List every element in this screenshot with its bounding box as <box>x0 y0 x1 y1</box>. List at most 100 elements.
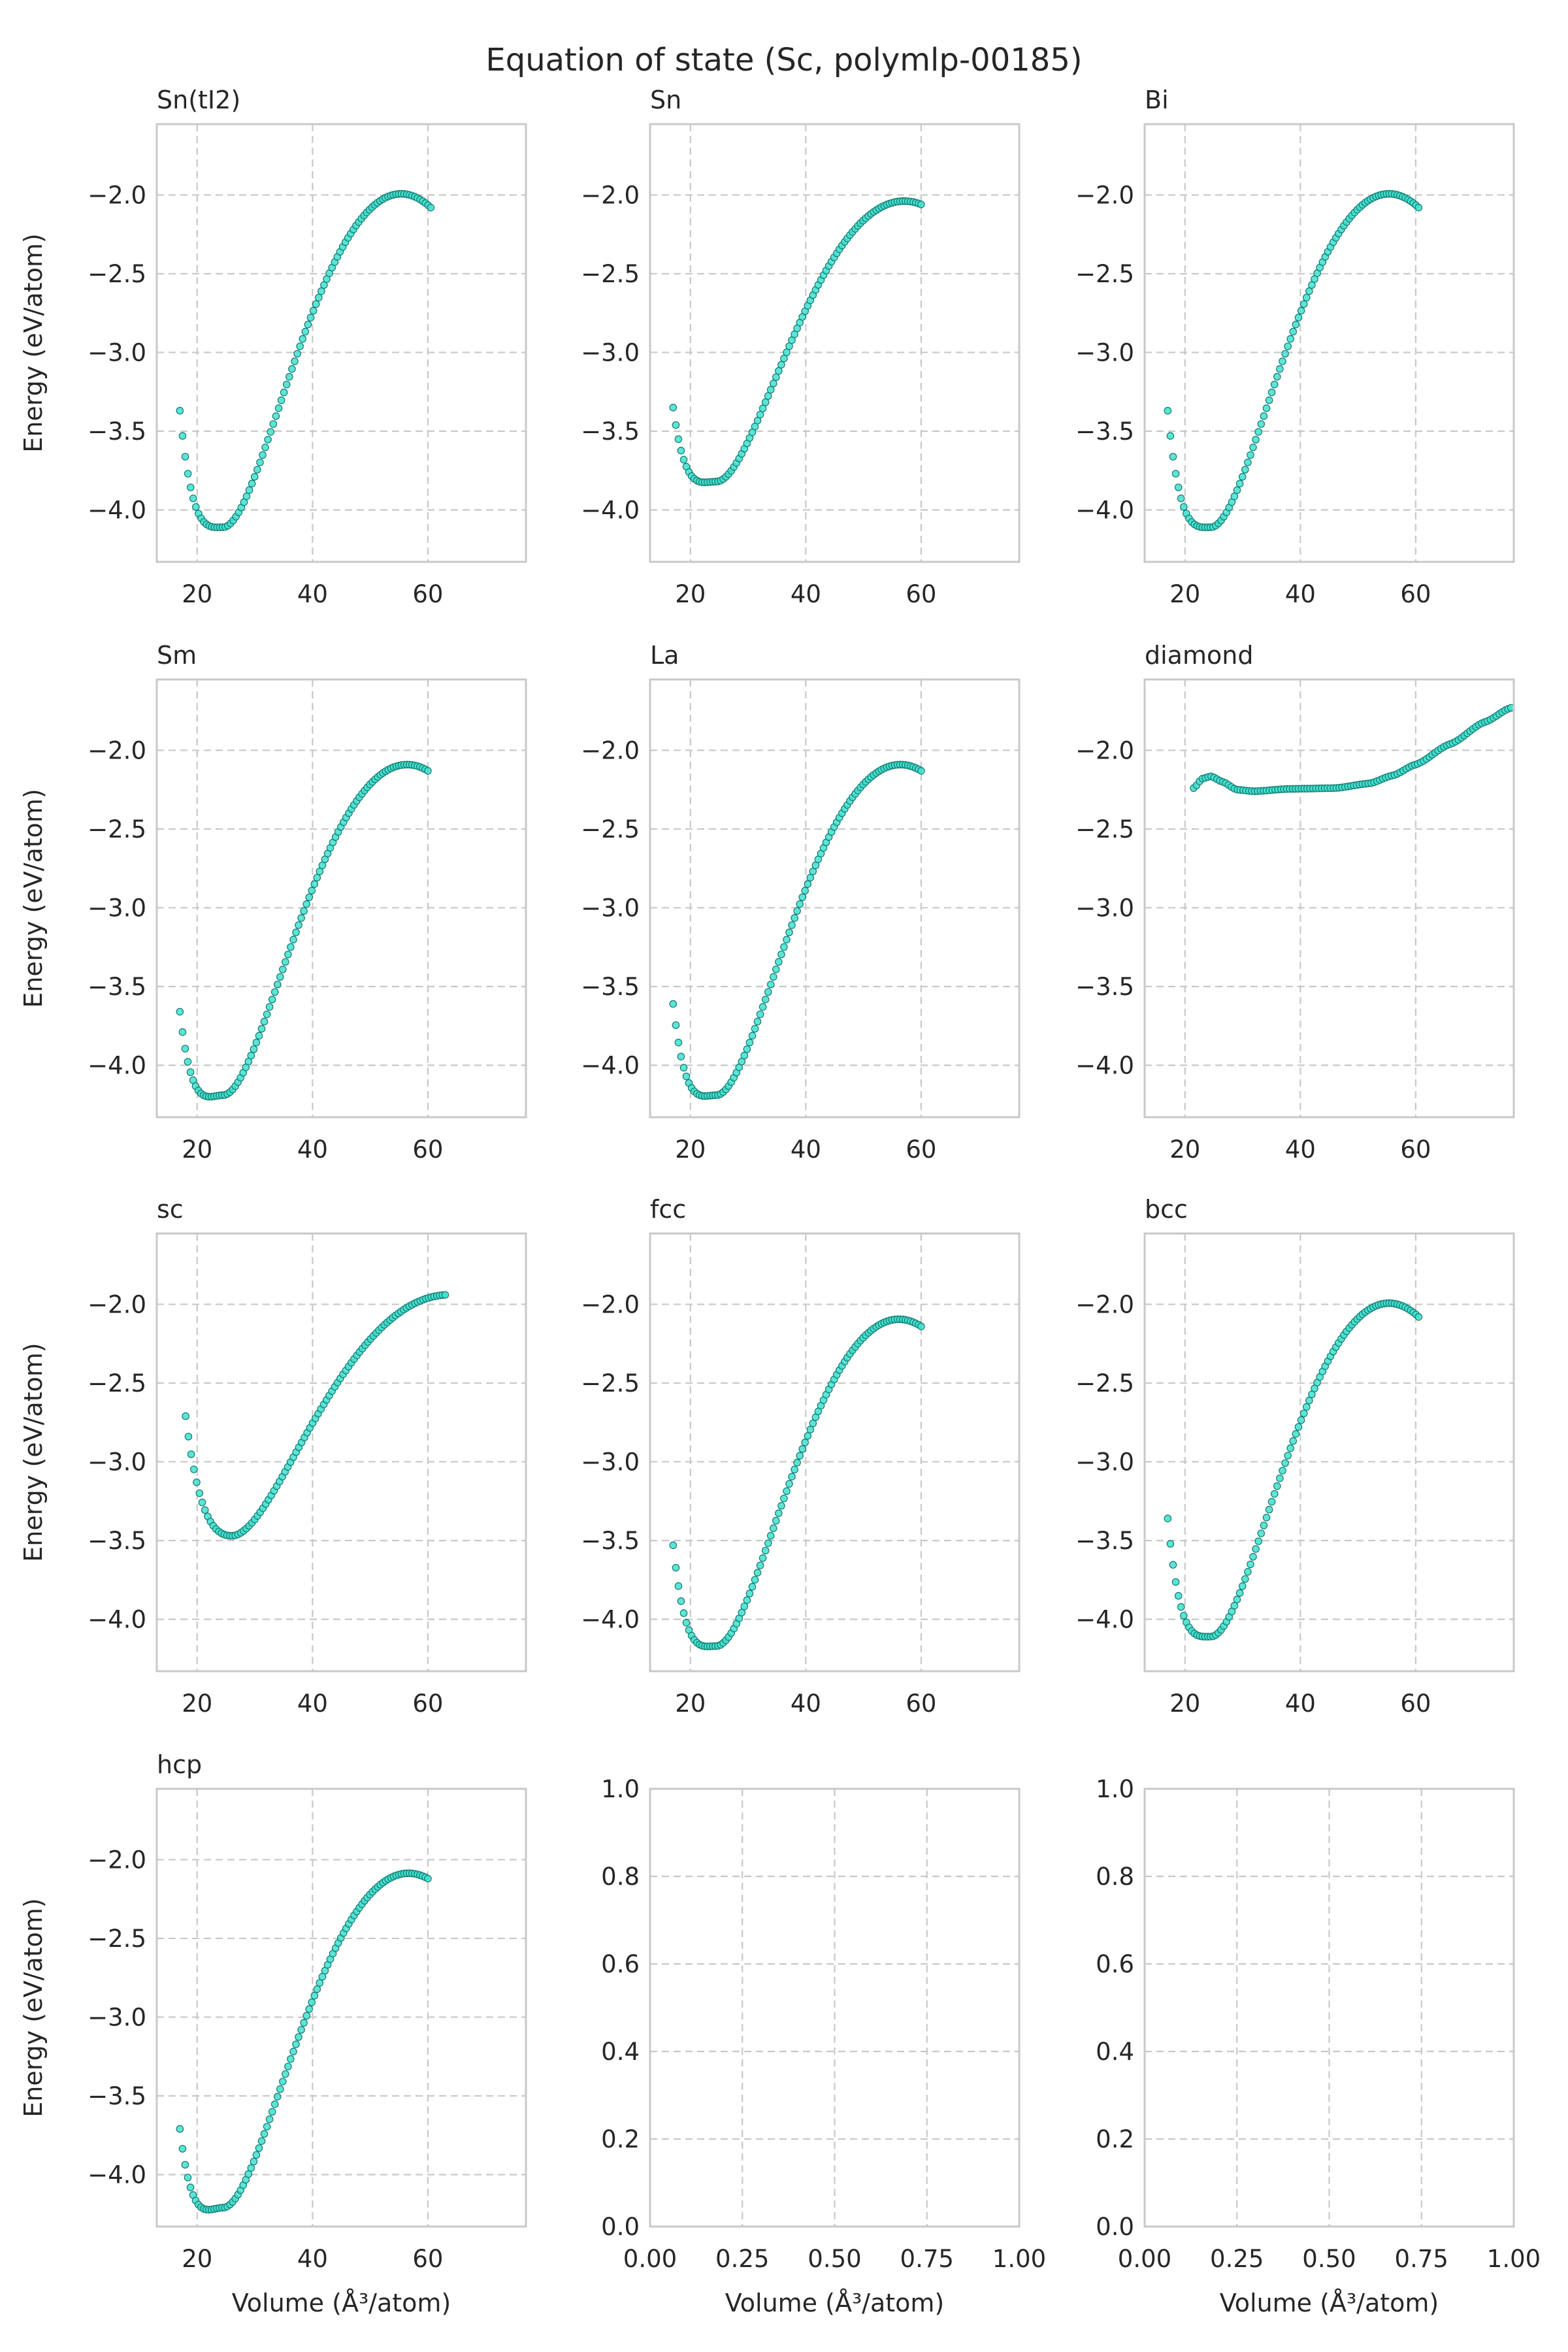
y-tick-label: −2.5 <box>581 1369 640 1397</box>
y-tick-label: −3.5 <box>88 1527 146 1555</box>
x-tick-label: 1.00 <box>992 2245 1046 2273</box>
data-point-la-46 <box>791 914 798 922</box>
data-point-bcc-43 <box>1279 1467 1286 1475</box>
data-point-hcp-38 <box>276 2085 284 2093</box>
data-point-sn-ti2-36 <box>272 412 280 420</box>
x-tick-label: 60 <box>412 2245 443 2273</box>
y-tick-label: −2.5 <box>581 260 640 288</box>
data-point-fcc-47 <box>793 1458 801 1467</box>
data-point-sn-ti2-6 <box>191 503 200 511</box>
x-tick-label: 20 <box>1169 1135 1200 1164</box>
data-point-la-31 <box>751 1024 759 1033</box>
data-point-sm-94 <box>424 767 432 775</box>
data-point-la-33 <box>756 1010 764 1019</box>
y-tick-label: −4.0 <box>1075 1605 1134 1633</box>
data-point-bi-42 <box>1276 365 1284 373</box>
data-point-fcc-27 <box>740 1603 749 1610</box>
axes-frame <box>155 678 527 1119</box>
data-point-la-48 <box>796 900 804 908</box>
y-tick-label: 0.0 <box>601 2213 640 2241</box>
data-point-bi-32 <box>1249 443 1257 451</box>
data-point-fcc-49 <box>798 1445 806 1453</box>
data-point-bcc-46 <box>1286 1444 1294 1452</box>
x-tick-label: 0.75 <box>1395 2245 1448 2273</box>
data-point-sc-2 <box>187 1450 195 1458</box>
y-tick-label: −3.5 <box>1075 973 1134 1001</box>
data-point-fcc-46 <box>791 1465 798 1474</box>
data-point-bcc-36 <box>1260 1522 1268 1529</box>
data-point-bi-4 <box>1174 483 1183 491</box>
data-point-bi-5 <box>1177 494 1185 502</box>
y-tick-label: 1.0 <box>1096 1775 1134 1803</box>
x-tick-label: 1.00 <box>1487 2245 1541 2273</box>
data-point-bi-0 <box>1164 406 1172 415</box>
data-point-sm-46 <box>297 914 305 922</box>
y-tick-label: −4.0 <box>581 1605 640 1633</box>
data-point-sn-ti2-34 <box>267 428 274 436</box>
x-tick-label: 40 <box>1285 1690 1316 1718</box>
subplot-empty-10: 0.00 0.25 0.50 0.75 1.00 0.0 0.2 0.4 0.6 0.8 1.0 Vo… <box>601 1775 1046 2317</box>
data-point-sn-ti2-3 <box>184 470 192 478</box>
axes-frame <box>649 123 1021 563</box>
x-tick-label: 0.50 <box>1302 2245 1356 2273</box>
y-axis-label: Energy (eV/atom) <box>19 233 48 452</box>
data-point-fcc-44 <box>785 1480 793 1488</box>
data-point-bi-43 <box>1279 357 1286 365</box>
data-point-sn-ti2-26 <box>245 486 253 494</box>
axes-frame <box>155 1788 527 2228</box>
data-point-la-5 <box>682 1072 691 1081</box>
data-point-bcc-25 <box>1230 1601 1239 1610</box>
data-point-sn-ti2-48 <box>304 320 312 329</box>
data-point-bcc-39 <box>1267 1497 1276 1506</box>
data-point-bcc-32 <box>1249 1553 1257 1561</box>
axes-frame <box>649 1788 1021 2228</box>
y-tick-label: −3.0 <box>1075 894 1134 922</box>
data-point-hcp-2 <box>181 2161 189 2169</box>
x-tick-label: 0.75 <box>900 2245 954 2273</box>
data-point-sc-7 <box>201 1506 209 1514</box>
data-point-sn-38 <box>770 380 777 387</box>
y-tick-label: 0.0 <box>1096 2213 1134 2241</box>
data-point-sn-ti2-94 <box>427 203 435 212</box>
data-point-sm-30 <box>255 1032 263 1040</box>
data-point-bi-3 <box>1171 470 1180 478</box>
data-point-hcp-40 <box>281 2070 289 2078</box>
data-point-sn-37 <box>766 385 775 394</box>
y-tick-label: 0.6 <box>1096 1950 1134 1978</box>
data-point-hcp-47 <box>300 2019 308 2027</box>
subplot-title: Sn <box>650 86 681 114</box>
data-point-sn-33 <box>756 410 764 419</box>
data-point-bi-48 <box>1292 320 1300 329</box>
data-point-bi-38 <box>1265 396 1273 404</box>
data-point-hcp-39 <box>278 2078 287 2085</box>
x-tick-label: 60 <box>1400 1690 1431 1718</box>
data-point-sm-42 <box>287 943 295 951</box>
data-point-sm-0 <box>176 1007 184 1016</box>
x-tick-label: 60 <box>1400 1135 1431 1164</box>
subplot-title: diamond <box>1145 641 1253 670</box>
data-point-hcp-27 <box>247 2164 255 2172</box>
y-tick-label: −3.5 <box>581 1527 640 1555</box>
data-point-la-51 <box>804 880 812 888</box>
axes-frame <box>1143 123 1515 563</box>
data-point-sm-32 <box>260 1017 269 1026</box>
subplot-hcp: 20 40 60 −2.0 −2.5 −3.0 −3.5 −4.0 hcp Energy (eV/… <box>19 1750 527 2317</box>
data-point-sm-33 <box>263 1010 271 1019</box>
data-point-bi-46 <box>1286 335 1294 343</box>
y-tick-label: −3.0 <box>88 338 146 367</box>
y-tick-label: −3.0 <box>581 894 640 922</box>
data-point-fcc-94 <box>917 1322 925 1330</box>
data-point-bcc-40 <box>1270 1490 1279 1498</box>
data-point-la-32 <box>753 1017 762 1026</box>
data-point-sn-ti2-51 <box>312 300 320 308</box>
subplot-diamond: 20 40 60 −2.0 −2.5 −3.0 −3.5 −4.0 diamond <box>1075 641 1515 1164</box>
x-tick-label: 40 <box>1285 1135 1316 1164</box>
x-tick-label: 0.00 <box>1118 2245 1171 2273</box>
y-tick-label: −4.0 <box>1075 1051 1134 1079</box>
data-point-bcc-0 <box>1164 1514 1172 1522</box>
data-point-fcc-48 <box>796 1452 804 1460</box>
y-tick-label: 0.2 <box>601 2125 640 2153</box>
y-tick-label: 0.2 <box>1096 2125 1134 2153</box>
x-tick-label: 40 <box>297 580 328 608</box>
data-point-fcc-32 <box>753 1569 762 1576</box>
